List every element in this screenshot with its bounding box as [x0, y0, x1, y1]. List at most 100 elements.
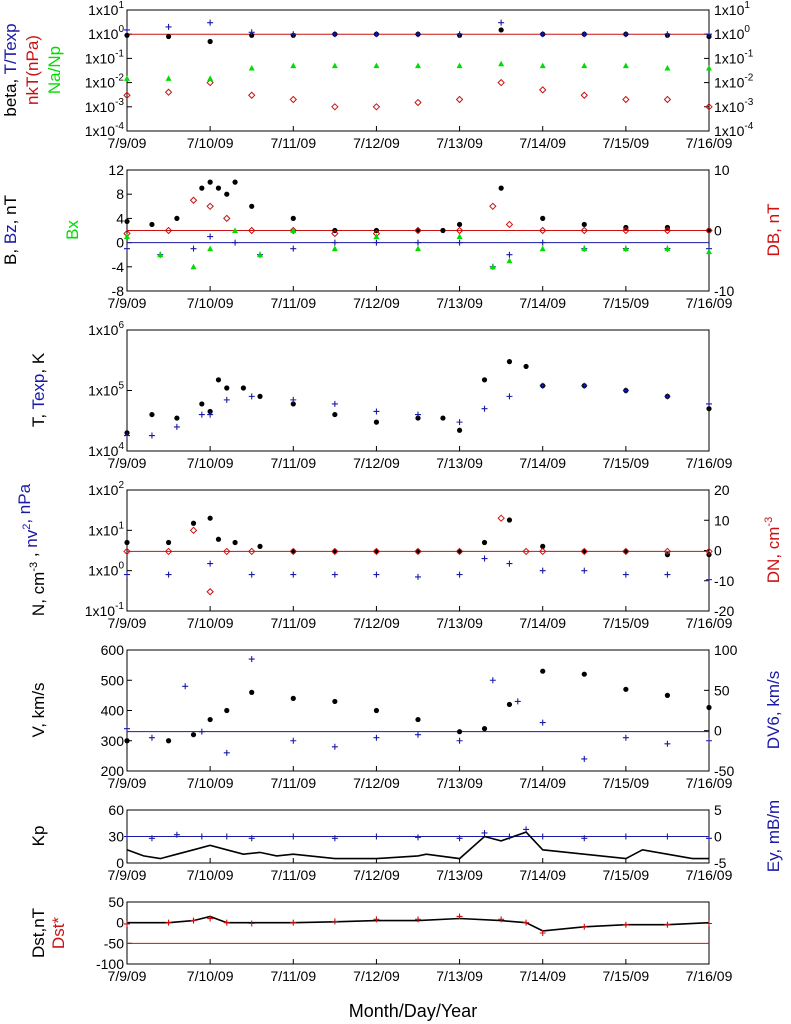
p6-y2tick-label: 5: [714, 802, 722, 818]
p7-xtick-label: 7/9/09: [108, 968, 147, 984]
p4-data-point: [232, 539, 238, 546]
p5-data-point: [290, 695, 296, 702]
p1-ytick-label: 1x10-2: [85, 73, 125, 91]
p1-xtick-label: 7/9/09: [108, 135, 147, 151]
p3-data-point: [481, 377, 488, 383]
p5-series-0: [124, 668, 712, 744]
p6-xtick-label: 7/11/09: [270, 867, 316, 883]
p4-data-point: [540, 543, 546, 549]
p5-data-point: [124, 738, 130, 744]
p1-series-3: [124, 60, 712, 81]
p5-frame: [126, 649, 710, 772]
p4-data-point: [506, 560, 513, 567]
p4-right-axis-label: DN, cm-3: [763, 517, 783, 583]
p5-y2tick-label: 100: [714, 642, 738, 658]
p4-data-point: [705, 547, 713, 556]
panel-p5: 200 300 400 500 600 -50 0 50 100 7/9/09 7/10/09 7/1…: [29, 642, 783, 791]
p3-data-point: [506, 393, 513, 400]
p1-data-point: [373, 31, 380, 38]
panel-p6: 0 30 60 -5 0 5 7/9/09 7/10/09 7/11/09 7/12/09 7/13…: [29, 800, 783, 883]
p2-y2tick-label: 10: [714, 162, 730, 178]
p1-data-point: [123, 91, 131, 99]
p2-data-point: [663, 226, 672, 235]
p3-data-point: [199, 401, 205, 407]
p6-xtick-label: 7/9/09: [108, 867, 147, 883]
p1-y-axis-label: beta, T/Texp: [1, 23, 20, 116]
p1-data-point: [206, 78, 214, 87]
p7-data-point: [456, 913, 463, 920]
p3-data-point: [124, 432, 130, 439]
p1-data-point: [498, 60, 505, 67]
p7-ytick-label: -50: [104, 935, 124, 951]
p3-ytick-label: 1x105: [88, 381, 124, 399]
p3-data-point: [257, 393, 263, 399]
p2-data-point: [157, 251, 164, 258]
p2-data-point: [207, 179, 213, 185]
p5-data-point: [489, 677, 496, 684]
p1-data-point: [289, 95, 297, 104]
p5-data-point: [506, 701, 513, 708]
p1-data-point: [248, 65, 255, 71]
p3-xtick-label: 7/13/09: [436, 455, 483, 471]
p1-xtick-label: 7/10/09: [187, 135, 234, 151]
p4-data-point: [215, 536, 222, 542]
p4-ytick-label: 1x100: [88, 561, 124, 579]
p5-y-axis-label: V, km/s: [29, 682, 48, 737]
p7-data-point: [664, 921, 671, 928]
p2-data-point: [232, 179, 238, 185]
p3-data-point: [440, 415, 446, 421]
p6-data-point: [373, 833, 380, 840]
p6-xtick-label: 7/12/09: [353, 867, 400, 883]
p2-data-point: [540, 215, 546, 221]
p3-series-1: [124, 382, 712, 439]
p1-data-point: [249, 32, 255, 38]
p1-xtick-label: 7/16/09: [686, 135, 733, 151]
p4-ytick-label: 1x10-1: [85, 601, 125, 619]
p2-y2tick-label: 0: [714, 223, 722, 239]
p1-data-point: [331, 103, 339, 111]
p1-y2tick-label: 1x10-3: [714, 97, 754, 115]
p2-data-point: [232, 239, 239, 246]
p3-data-point: [248, 393, 255, 400]
p2-data-point: [415, 239, 421, 246]
p6-data-point: [523, 826, 530, 833]
p3-data-point: [456, 427, 463, 433]
p4-y2tick-label: 0: [714, 543, 722, 559]
p4-data-point: [372, 547, 381, 556]
p3-data-point: [149, 411, 155, 418]
p1-data-point: [664, 31, 671, 38]
p1-data-point: [622, 62, 629, 69]
p1-xtick-label: 7/13/09: [436, 135, 483, 151]
p3-data-point: [290, 401, 296, 407]
p7-xtick-label: 7/16/09: [686, 968, 733, 984]
p1-data-point: [165, 33, 172, 40]
p1-data-point: [622, 95, 630, 104]
p1-data-point: [456, 31, 463, 38]
p4-data-point: [481, 539, 488, 546]
p4-data-point: [663, 547, 672, 556]
p5-xtick-label: 7/13/09: [436, 775, 483, 791]
p5-data-point: [623, 686, 629, 692]
p6-data-point: [581, 835, 588, 842]
p7-xtick-label: 7/10/09: [187, 968, 234, 984]
p4-data-point: [165, 571, 172, 578]
p7-ytick-label: 0: [116, 915, 124, 931]
p1-data-point: [498, 19, 505, 26]
p3-xtick-label: 7/15/09: [602, 455, 649, 471]
p2-xtick-label: 7/13/09: [436, 295, 483, 311]
p3-data-point: [148, 432, 155, 439]
p5-xtick-label: 7/12/09: [353, 775, 400, 791]
p1-data-point: [207, 75, 214, 81]
p3-data-point: [290, 396, 297, 403]
p7-series-1: [124, 913, 712, 936]
p7-xtick-label: 7/11/09: [270, 968, 316, 984]
p3-data-point: [415, 411, 421, 418]
p5-data-point: [249, 689, 255, 695]
p1-series-1: [124, 19, 712, 38]
p6-data-point: [415, 834, 421, 841]
p5-data-point: [456, 737, 463, 744]
p7-data-point: [207, 915, 214, 922]
p2-xtick-label: 7/16/09: [686, 295, 733, 311]
p2-data-point: [373, 239, 380, 246]
p6-data-point: [456, 835, 463, 842]
